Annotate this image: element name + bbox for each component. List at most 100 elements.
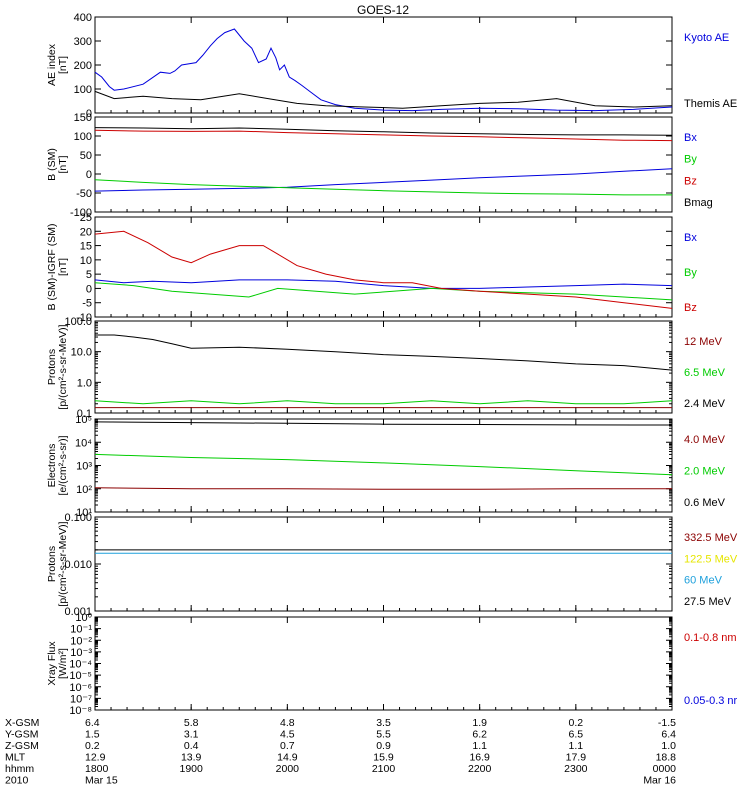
y-axis-label: Protons (46, 349, 58, 385)
panel-frame (94, 616, 673, 711)
y-tick-label: 10⁻⁴ (69, 659, 92, 671)
footer-value: 3.1 (184, 729, 199, 741)
y-tick-label: 0 (86, 169, 92, 181)
footer-value: 17.9 (566, 752, 587, 764)
y-tick-label: 10⁻⁶ (69, 682, 92, 694)
footer-row-label: Y-GSM (5, 729, 38, 741)
y-axis-label: [nT] (57, 155, 69, 173)
y-tick-label: 10 (80, 255, 92, 267)
legend-entry: By (684, 154, 697, 166)
footer-value: 1.5 (85, 729, 100, 741)
y-axis-label: B (SM) (46, 148, 58, 181)
footer-value: 2200 (468, 763, 492, 775)
legend-entry: 4.0 MeV (684, 434, 726, 446)
y-axis-label: [W/m²] (57, 648, 69, 679)
y-tick-label: 300 (74, 36, 92, 48)
y-tick-label: 15 (80, 241, 92, 253)
y-tick-label: 0.001 (64, 606, 92, 618)
series-by (94, 179, 672, 196)
footer-value: 0.4 (184, 740, 199, 752)
footer-value: 16.9 (469, 752, 490, 764)
series-0-6-mev (94, 421, 673, 426)
footer-value: 2000 (276, 763, 300, 775)
footer-value: 1.1 (569, 740, 584, 752)
footer-value: 5.5 (376, 729, 391, 741)
footer-row-label: Z-GSM (5, 740, 39, 752)
legend-entry: Bz (684, 302, 697, 314)
footer-value: Mar 16 (643, 775, 676, 787)
legend-entry: Bz (684, 175, 697, 187)
footer-value: 0.9 (376, 740, 391, 752)
y-tick-label: 20 (80, 226, 92, 238)
y-tick-label: 10² (76, 484, 92, 496)
y-tick-label: 400 (74, 12, 92, 24)
y-axis-label: Electrons (46, 444, 58, 488)
footer-value: 6.2 (472, 729, 487, 741)
y-tick-label: 100 (74, 84, 92, 96)
panel-5: 10¹ 10² 10³ 10⁴ 10⁵ Electrons [e/(cm²-s-sr)] 4.… (46, 414, 726, 519)
legend-entry: Bmag (684, 197, 713, 209)
footer-value: 13.9 (181, 752, 202, 764)
footer-value: 1.9 (472, 717, 487, 729)
legend-entry: 0.6 MeV (684, 497, 726, 509)
panel-1: 0 100 200 300 400 AE index [nT] Kyoto AE Themis … (46, 12, 737, 120)
y-tick-label: 10⁻² (70, 635, 92, 647)
footer-value: 14.9 (277, 752, 298, 764)
legend-entry: 60 MeV (684, 575, 723, 587)
panel-6: 0.001 0.010 0.100 Protons [p/(cm²-s-sr-MeV)]… (46, 512, 738, 618)
y-axis-label: [e/(cm²-s-sr)] (57, 435, 69, 495)
y-axis-label: B (SM)-IGRF (SM) (46, 224, 58, 311)
y-tick-label: 0 (86, 108, 92, 120)
series-kyoto-ae (94, 28, 673, 112)
legend-entry: Kyoto AE (684, 32, 729, 44)
footer-value: 5.8 (184, 717, 199, 729)
y-tick-label: 10⁵ (75, 414, 92, 426)
legend-entry: 6.5 MeV (684, 367, 726, 379)
y-tick-label: 100 (74, 131, 92, 143)
footer-value: 2300 (564, 763, 588, 775)
footer-row-label: hhmm (5, 763, 34, 775)
y-tick-label: 10³ (76, 461, 92, 473)
y-tick-label: 10⁻³ (70, 647, 92, 659)
legend-entry: 0.05-0.3 nr (684, 695, 738, 707)
series-6-5-mev (94, 400, 673, 405)
panel-4: 0.1 1.0 10.0 100.0 Protons [p/(cm²-s-sr-MeV)]… (46, 316, 726, 420)
footer-row-label: 2010 (5, 775, 29, 787)
y-tick-label: 10⁻⁸ (69, 705, 92, 717)
legend-entry: 332.5 MeV (684, 532, 738, 544)
series-themis-ae (94, 90, 673, 109)
footer-value: 1.0 (661, 740, 676, 752)
footer-value: 1900 (179, 763, 203, 775)
footer-value: 6.4 (661, 729, 676, 741)
series-bx (94, 279, 673, 289)
footer-value: 3.5 (376, 717, 391, 729)
y-axis-label: [p/(cm²-s-sr-MeV)] (57, 324, 69, 409)
legend-entry: 2.4 MeV (684, 398, 726, 410)
series-4-0-mev (94, 487, 672, 490)
plot-title: GOES-12 (357, 3, 409, 17)
series-bx (94, 168, 673, 192)
y-tick-label: 50 (80, 150, 92, 162)
legend-entry: 0.1-0.8 nm (684, 632, 737, 644)
series-bmag (94, 127, 673, 136)
footer-row-label: MLT (5, 752, 26, 764)
footer-value: 1.1 (472, 740, 487, 752)
series-2-4-mev (95, 334, 673, 371)
footer-row-label: X-GSM (5, 717, 39, 729)
panel-frame (94, 320, 673, 414)
y-tick-label: 100.0 (64, 316, 92, 328)
y-tick-label: 0.1 (77, 408, 92, 420)
y-axis-label: [nT] (57, 56, 69, 74)
footer-value: 0000 (653, 763, 677, 775)
footer-value: 0.2 (569, 717, 584, 729)
legend-entry: 122.5 MeV (684, 553, 738, 565)
legend-entry: By (684, 267, 697, 279)
series-bz (94, 230, 673, 309)
y-tick-label: 10⁻¹ (70, 624, 92, 636)
footer-value: 1800 (85, 763, 109, 775)
panel-frame (94, 516, 673, 612)
footer-value: -1.5 (658, 717, 676, 729)
footer-value: 2100 (372, 763, 396, 775)
